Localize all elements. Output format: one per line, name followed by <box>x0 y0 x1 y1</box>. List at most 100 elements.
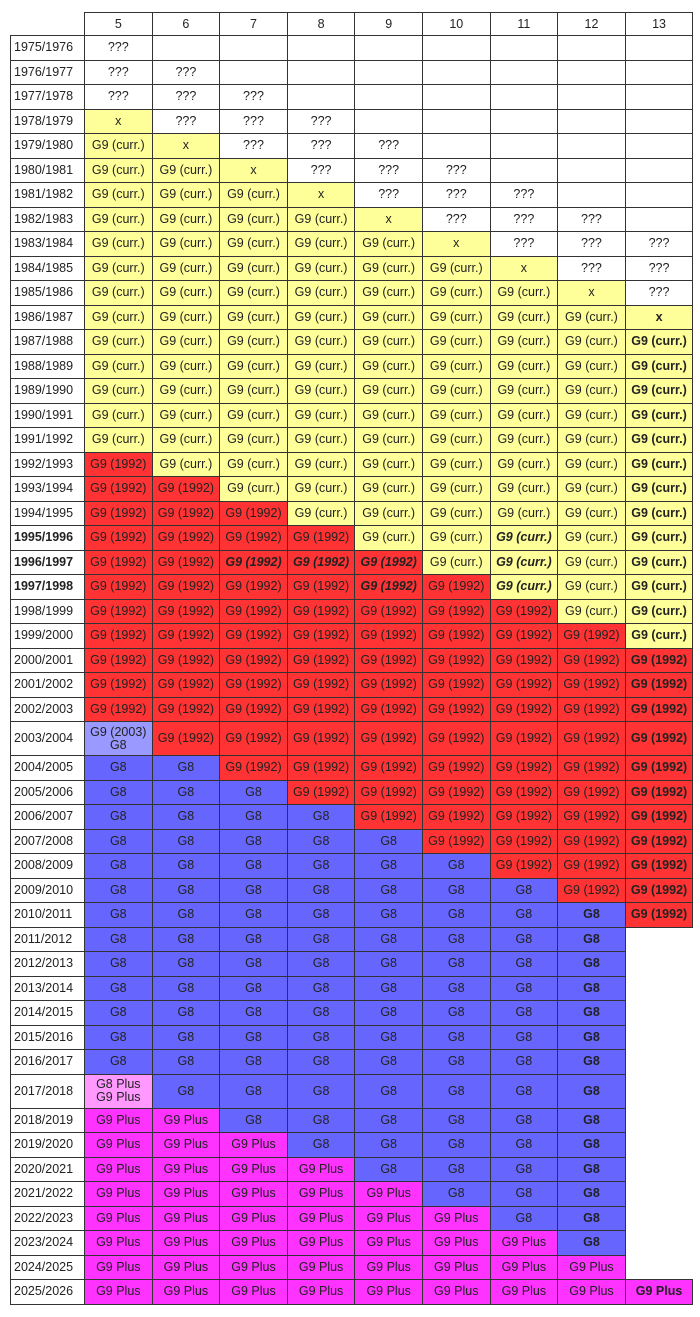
table-cell <box>489 133 559 159</box>
row-header-year: 2009/2010 <box>10 877 85 903</box>
row-header-year: 2002/2003 <box>10 696 85 722</box>
table-body: 1975/1976??? 1976/1977?????? 1977/1978????… <box>10 35 694 1305</box>
table-cell: ??? <box>84 84 153 110</box>
table-row: 1986/1987 G9 (curr.) G9 (curr.) G9 (curr.) G… <box>10 304 694 330</box>
table-cell: G9 Plus <box>286 1205 356 1231</box>
table-cell: G9 (curr.) <box>557 353 626 379</box>
table-cell: G9 (1992) <box>219 549 288 575</box>
table-cell: G8 <box>151 1024 221 1050</box>
table-cell: G8 <box>84 926 153 952</box>
table-cell: G9 (curr.) <box>624 378 694 404</box>
table-cell: G9 (curr.) <box>489 280 559 306</box>
row-header-year: 2019/2020 <box>10 1132 85 1158</box>
row-header-year: 2007/2008 <box>10 828 85 854</box>
table-cell: G9 (curr.) <box>84 353 153 379</box>
table-cell: G9 Plus <box>151 1205 221 1231</box>
table-cell: G9 (1992) <box>557 828 626 854</box>
row-header-year: 1999/2000 <box>10 623 85 649</box>
table-cell: G9 (1992) <box>84 451 153 477</box>
table-cell: G9 (1992) <box>557 853 626 879</box>
table-cell: G9 (1992) <box>151 623 221 649</box>
row-header-year: 2013/2014 <box>10 975 85 1001</box>
table-cell: G8 <box>219 1073 288 1109</box>
table-cell: ??? <box>421 206 491 232</box>
table-row: 2021/2022 G9 Plus G9 Plus G9 Plus G9 Plus G9 … <box>10 1181 693 1207</box>
row-header-year: 1994/1995 <box>10 500 85 526</box>
row-header-year: 1995/1996 <box>10 525 85 551</box>
table-cell: G9 Plus <box>354 1254 423 1280</box>
table-cell: G9 (1992) <box>624 853 694 879</box>
table-cell: G9 (curr.) <box>624 525 694 551</box>
table-cell: G9 (1992) <box>219 672 288 698</box>
table-cell: G9 (curr.) <box>84 133 153 159</box>
table-cell: G9 (curr.) <box>557 451 626 477</box>
table-cell: G8 <box>286 1049 356 1075</box>
table-cell: G9 (curr.) <box>421 378 491 404</box>
table-cell: x <box>286 182 356 208</box>
table-cell: G8 <box>489 1073 559 1109</box>
table-cell: G9 (curr.) <box>489 304 559 330</box>
table-cell: G9 (1992) <box>286 549 356 575</box>
table-cell: G9 Plus <box>219 1205 288 1231</box>
table-cell: G8 <box>151 1000 221 1026</box>
table-cell <box>286 59 356 85</box>
table-cell: G9 Plus <box>84 1230 153 1256</box>
row-header-year: 1976/1977 <box>10 59 85 85</box>
table-cell: G8 <box>354 975 423 1001</box>
table-cell: G9 (1992) <box>354 549 423 575</box>
column-header: 13 <box>624 12 694 36</box>
table-row: 1977/1978????????? <box>10 84 694 110</box>
table-cell: G9 (1992) <box>489 853 559 879</box>
table-cell: G9 (curr.) <box>421 427 491 453</box>
table-cell: G8 <box>489 1049 559 1075</box>
table-cell: G9 (1992) <box>421 804 491 830</box>
table-row: 2003/2004 G9 (2003) G8 G9 (1992) G9 (1992) G… <box>10 721 694 756</box>
table-cell: G9 (curr.) <box>489 525 559 551</box>
table-cell: G9 (curr.) <box>219 451 288 477</box>
table-cell: G9 Plus <box>286 1279 356 1305</box>
table-cell: G8 <box>84 1024 153 1050</box>
table-cell: G9 (1992) <box>286 721 356 756</box>
table-cell: G9 (1992) <box>354 672 423 698</box>
table-row: 2014/2015 G8 G8 G8 G8 G8 G8 G8 G8 <box>10 1000 693 1026</box>
table-cell: G8 <box>354 853 423 879</box>
table-cell: G9 Plus <box>151 1254 221 1280</box>
table-cell: G9 (curr.) <box>489 353 559 379</box>
table-cell: G8 <box>421 975 491 1001</box>
table-cell: G8 <box>489 926 559 952</box>
table-cell: G9 (curr.) <box>219 304 288 330</box>
row-header-year: 2016/2017 <box>10 1049 85 1075</box>
table-cell: G8 <box>557 1000 626 1026</box>
table-cell: x <box>151 133 221 159</box>
table-cell: G9 (curr.) <box>151 402 221 428</box>
table-cell: G9 (curr.) <box>354 329 423 355</box>
table-cell: G9 Plus <box>286 1181 356 1207</box>
table-cell: G9 Plus <box>151 1230 221 1256</box>
header-row: 5 6 7 8 9 10 11 12 13 <box>10 12 694 36</box>
table-cell: G9 (curr.) <box>421 353 491 379</box>
table-cell: G8 <box>557 1230 626 1256</box>
table-cell: G9 (1992) <box>557 647 626 673</box>
table-cell: G9 (curr.) <box>84 182 153 208</box>
table-cell: G8 <box>286 1073 356 1109</box>
row-header-year: 2008/2009 <box>10 853 85 879</box>
table-cell: G8 <box>151 877 221 903</box>
table-cell <box>557 157 626 183</box>
table-cell: G9 (curr.) <box>489 378 559 404</box>
table-cell: G9 (1992) <box>489 623 559 649</box>
table-cell: G9 (1992) <box>624 647 694 673</box>
table-cell: G8 <box>421 1073 491 1109</box>
table-cell <box>625 1132 693 1157</box>
table-cell: G9 (1992) <box>421 672 491 698</box>
table-cell: G9 Plus <box>84 1132 153 1158</box>
table-cell <box>219 35 288 61</box>
table-cell: G9 (curr.) <box>489 329 559 355</box>
table-cell: G9 (curr.) <box>219 206 288 232</box>
table-cell: G9 (curr.) <box>421 549 491 575</box>
table-cell: G8 <box>151 779 221 805</box>
table-cell: G8 <box>557 1205 626 1231</box>
table-cell: G9 (1992) <box>151 721 221 756</box>
table-cell: G9 (curr.) <box>354 378 423 404</box>
table-cell: G9 (1992) <box>151 549 221 575</box>
table-cell <box>354 108 423 134</box>
